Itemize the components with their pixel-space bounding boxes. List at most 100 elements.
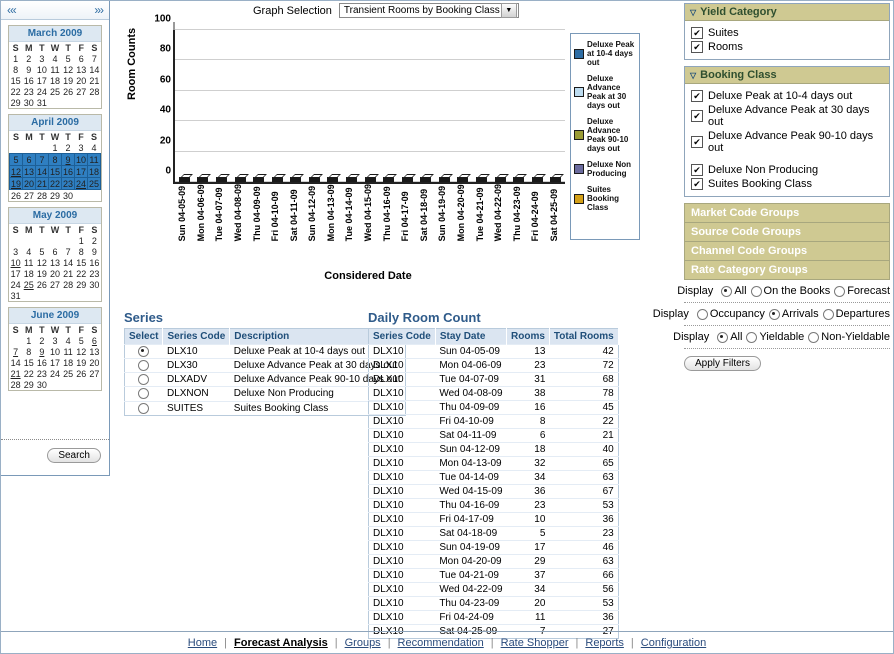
calendar-day[interactable]: 12 [76,346,87,357]
checkbox-icon[interactable]: ✔ [691,136,703,148]
calendar-day[interactable]: 10 [74,153,88,166]
calendar-day[interactable]: 25 [87,177,101,190]
calendar-day[interactable]: 19 [63,75,74,86]
calendar-day[interactable]: 3 [52,335,58,346]
calendar-day[interactable]: 1 [78,235,84,246]
calendar-day[interactable]: 12 [9,165,23,178]
calendar-day[interactable]: 10 [10,257,21,268]
booking-class-item[interactable]: ✔ Deluxe Peak at 10-4 days out [691,90,883,102]
booking-class-header[interactable]: ▽ Booking Class [685,67,889,84]
chart-bar-slot[interactable] [231,30,250,182]
calendar-day[interactable]: 5 [9,153,23,166]
calendar-day[interactable]: 17 [36,75,47,86]
calendar-day[interactable]: 26 [10,190,21,201]
calendar-day[interactable]: 1 [13,53,19,64]
radio-icon[interactable] [834,285,846,297]
chevron-down-icon[interactable]: ▼ [500,3,517,18]
calendar-day[interactable]: 14 [89,64,100,75]
calendar-day[interactable]: 5 [78,335,84,346]
calendar-day[interactable]: 2 [65,142,71,153]
chart-stacked-bar[interactable] [550,177,562,182]
calendar-day[interactable]: 23 [61,177,75,190]
chart-stacked-bar[interactable] [364,177,376,182]
calendar-day[interactable]: 20 [49,268,60,279]
series-radio[interactable] [138,346,150,357]
chart-bar-slot[interactable] [435,30,454,182]
calendar-day[interactable]: 29 [10,97,21,108]
calendar-day[interactable]: 28 [63,279,74,290]
collapsed-group-header[interactable]: Rate Category Groups [684,260,890,280]
booking-class-item[interactable]: ✔ Suites Booking Class [691,178,883,190]
checkbox-icon[interactable]: ✔ [691,110,703,122]
calendar-day[interactable]: 30 [23,97,34,108]
series-radio[interactable] [138,374,150,386]
radio-icon[interactable] [822,308,834,320]
calendar-day[interactable]: 6 [52,246,58,257]
series-select-cell[interactable] [124,400,163,416]
footer-link-reports[interactable]: Reports [585,637,624,649]
calendar-day[interactable]: 14 [63,257,74,268]
chart-bar-slot[interactable] [324,30,343,182]
chart-bar-slot[interactable] [268,30,287,182]
series-radio[interactable] [138,388,150,400]
calendar-day[interactable]: 4 [52,53,58,64]
calendar-day[interactable]: 18 [23,268,34,279]
calendar-day[interactable]: 25 [49,86,60,97]
radio-icon[interactable] [746,331,758,343]
chart-bar-slot[interactable] [547,30,566,182]
calendar-day[interactable]: 21 [35,177,49,190]
footer-link-rate-shopper[interactable]: Rate Shopper [500,637,569,649]
calendar-day[interactable]: 24 [74,177,88,190]
calendar-day[interactable]: 23 [89,268,100,279]
chart-bar-slot[interactable] [361,30,380,182]
table-row[interactable]: DLX10 Deluxe Peak at 10-4 days out [124,343,406,359]
calendar-day[interactable]: 15 [10,75,21,86]
chart-stacked-bar[interactable] [234,177,246,182]
calendar-day[interactable]: 24 [10,279,21,290]
calendar-day[interactable]: 6 [78,53,84,64]
chart-stacked-bar[interactable] [513,177,525,182]
calendar-day[interactable]: 28 [10,379,21,390]
chart-stacked-bar[interactable] [401,177,413,182]
calendar-day[interactable]: 12 [36,257,47,268]
chart-bar-slot[interactable] [454,30,473,182]
chart-bar-slot[interactable] [342,30,361,182]
calendar-day[interactable]: 8 [78,246,84,257]
calendar-day[interactable]: 10 [36,64,47,75]
calendar-day[interactable]: 23 [36,368,47,379]
radio-icon[interactable] [768,308,780,320]
calendar-day[interactable]: 4 [91,142,97,153]
chart-stacked-bar[interactable] [308,177,320,182]
calendar-day[interactable]: 31 [10,290,21,301]
calendar-day[interactable]: 14 [10,357,21,368]
calendar-day[interactable]: 7 [91,53,97,64]
radio-icon[interactable] [808,331,820,343]
checkbox-icon[interactable]: ✔ [691,41,703,53]
calendar-day[interactable]: 30 [62,190,73,201]
calendar-day[interactable]: 27 [76,86,87,97]
calendar-day[interactable]: 6 [91,335,97,346]
booking-class-item[interactable]: ✔ Deluxe Non Producing [691,164,883,176]
chart-bar-slot[interactable] [194,30,213,182]
chart-bar-slot[interactable] [249,30,268,182]
calendar-day[interactable]: 9 [39,346,45,357]
display-radio-option[interactable]: All [721,285,747,297]
display-radio-option[interactable]: Forecast [834,285,890,297]
chart-bar-slot[interactable] [175,30,194,182]
calendar-day[interactable]: 26 [36,279,47,290]
search-button[interactable]: Search [47,448,101,463]
calendar-day[interactable]: 29 [76,279,87,290]
chart-bar-slot[interactable] [491,30,510,182]
footer-link-home[interactable]: Home [187,637,218,649]
calendar-day[interactable]: 15 [76,257,87,268]
footer-link-recommendation[interactable]: Recommendation [397,637,484,649]
footer-link-groups[interactable]: Groups [344,637,381,649]
calendar-day[interactable]: 4 [26,246,32,257]
calendar-day[interactable]: 26 [76,368,87,379]
calendar-day[interactable]: 13 [76,64,87,75]
calendar-day[interactable]: 2 [91,235,97,246]
chart-stacked-bar[interactable] [383,177,395,182]
prev-month-icon[interactable]: « [10,2,17,17]
calendar-day[interactable]: 22 [76,268,87,279]
calendar-day[interactable]: 28 [89,86,100,97]
